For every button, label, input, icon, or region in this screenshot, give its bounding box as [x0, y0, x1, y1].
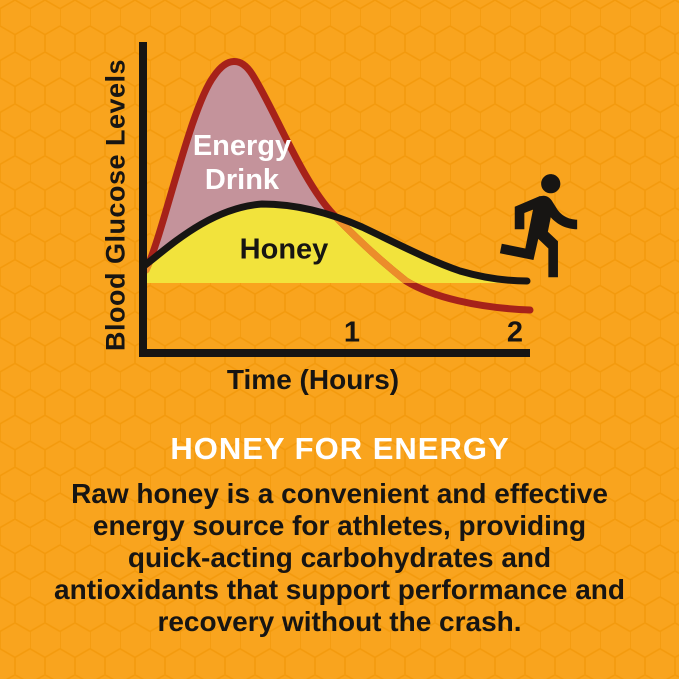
energy-drink-curve	[142, 58, 534, 314]
runner-icon	[499, 174, 578, 278]
caption-paragraph: Raw honey is a convenient and effective …	[0, 478, 679, 638]
energy-drink-label: Energy Drink	[193, 129, 291, 197]
caption-line: energy source for athletes, providing	[92, 510, 587, 541]
caption-line: recovery without the crash.	[157, 606, 522, 637]
honey-label: Honey	[239, 233, 329, 266]
page-title: HONEY FOR ENERGY	[170, 431, 510, 466]
x-tick-1: 1	[343, 316, 361, 349]
x-axis-label: Time (Hours)	[226, 364, 400, 395]
y-axis-label: Blood Glucose Levels	[100, 58, 131, 352]
caption-line: Raw honey is a convenient and effective	[71, 478, 608, 509]
caption-line: quick-acting carbohydrates and	[127, 542, 552, 573]
x-tick-2: 2	[506, 316, 524, 349]
honey-curve	[140, 200, 531, 285]
caption-line: antioxidants that support performance an…	[54, 574, 625, 605]
energy-drink-label-line1: Energy	[192, 130, 292, 162]
energy-drink-label-line2: Drink	[204, 164, 280, 196]
